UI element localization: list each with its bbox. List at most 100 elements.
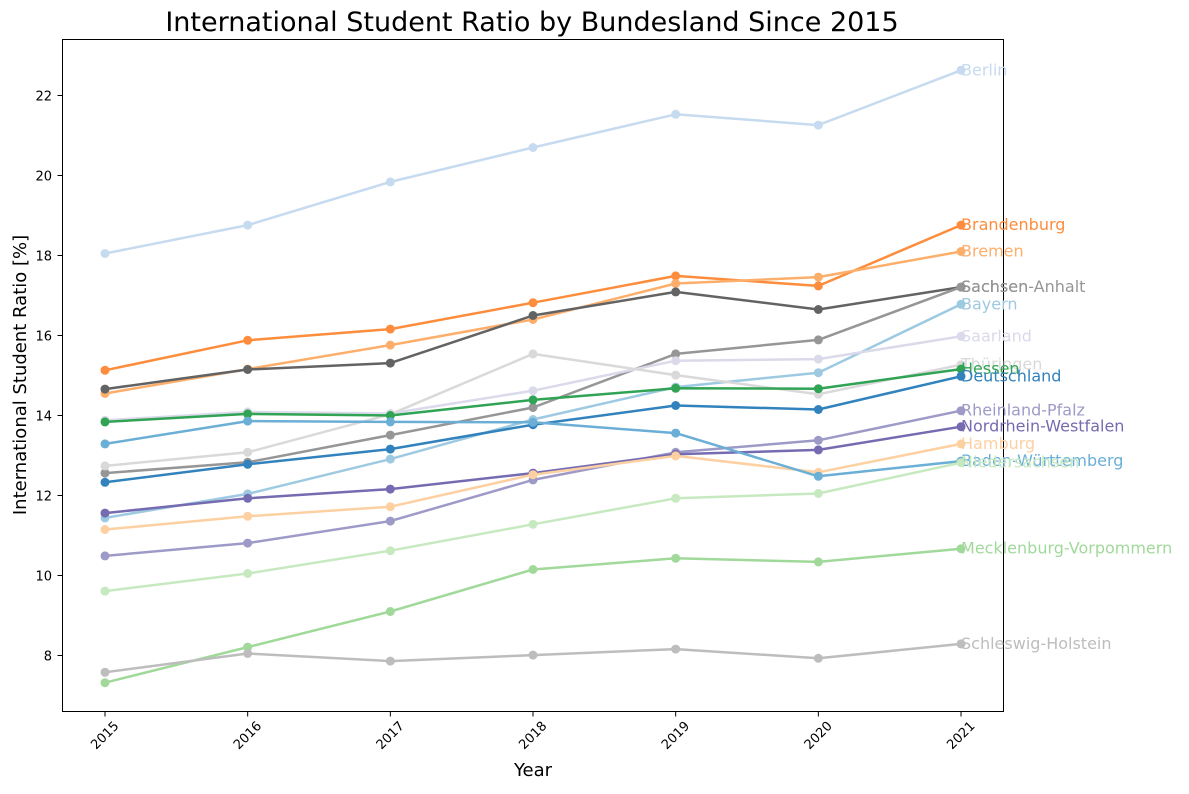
data-point [243, 220, 253, 230]
data-point [671, 428, 681, 438]
data-point [243, 493, 253, 503]
data-point [100, 586, 110, 596]
series-line-berlin [104, 69, 962, 255]
series-bremen [100, 247, 966, 398]
series-hessen [100, 364, 966, 427]
series-niedersachsen [100, 458, 966, 596]
data-point [671, 109, 681, 119]
series-berlin [100, 65, 966, 258]
data-point [813, 653, 823, 663]
y-tick-label: 12 [35, 490, 52, 505]
data-point [100, 384, 110, 394]
series-label-hamburg: Hamburg [961, 434, 1035, 453]
data-point [243, 511, 253, 521]
y-tick-label: 20 [35, 170, 52, 185]
data-point [671, 493, 681, 503]
data-point [813, 368, 823, 378]
data-point [813, 281, 823, 291]
data-point [956, 364, 966, 374]
data-point [813, 305, 823, 314]
data-point [385, 607, 395, 616]
series-schleswig-holstein [100, 639, 966, 677]
data-point [100, 667, 110, 677]
series-line-brandenburg [104, 223, 962, 372]
data-point [385, 430, 395, 440]
data-point [671, 287, 681, 297]
x-tick-label: 2021 [944, 719, 978, 753]
data-point [385, 324, 395, 334]
data-point [813, 435, 823, 445]
data-point [528, 143, 538, 152]
data-point [671, 553, 681, 563]
data-point [671, 279, 681, 288]
x-tick-label: 2016 [231, 719, 265, 753]
chart-title: International Student Ratio by Bundeslan… [165, 7, 898, 38]
data-point [956, 458, 966, 468]
data-point [243, 642, 253, 652]
y-tick-label: 22 [35, 90, 52, 105]
data-point [243, 365, 253, 374]
data-point [243, 459, 253, 469]
data-point [956, 331, 966, 341]
data-point [385, 656, 395, 666]
data-point [528, 311, 538, 320]
data-point [528, 565, 538, 574]
series-line-hamburg [104, 442, 962, 531]
data-point [385, 177, 395, 187]
data-point [528, 519, 538, 529]
series-label-sachsen: Sachsen [961, 277, 1028, 296]
series-label-berlin: Berlin [961, 60, 1007, 79]
data-point [385, 411, 395, 420]
x-tick-label: 2018 [516, 719, 550, 753]
data-point [100, 551, 110, 561]
data-point [385, 358, 395, 368]
series-label-nordrhein-westfalen: Nordrhein-Westfalen [961, 417, 1124, 436]
data-point [671, 356, 681, 366]
series-label-deutschland: Deutschland [961, 366, 1061, 385]
x-tick-label: 2020 [802, 719, 836, 753]
data-point [100, 468, 110, 478]
x-tick-label: 2017 [374, 719, 408, 753]
data-point [813, 489, 823, 498]
data-point [243, 538, 253, 548]
data-point [671, 349, 681, 359]
data-point [528, 298, 538, 308]
data-point [671, 401, 681, 410]
data-point [243, 409, 253, 419]
data-point [385, 546, 395, 556]
data-point [813, 384, 823, 394]
data-point [100, 508, 110, 518]
data-point [528, 417, 538, 427]
y-tick-label: 18 [35, 250, 52, 265]
series-mecklenburg-vorpommern [100, 544, 966, 688]
data-point [813, 335, 823, 345]
data-point [671, 370, 681, 380]
data-point [243, 447, 253, 457]
x-axis-label: Year [513, 760, 553, 781]
plot-area [100, 65, 966, 688]
series-label-niedersachsen: Niedersachsen [961, 453, 1079, 472]
series-label-mecklenburg-vorpommern: Mecklenburg-Vorpommern [961, 539, 1172, 558]
data-point [100, 678, 110, 688]
data-point [385, 484, 395, 494]
data-point [671, 644, 681, 654]
data-point [671, 383, 681, 393]
series-label-bremen: Bremen [961, 242, 1024, 261]
y-tick-label: 10 [35, 570, 52, 585]
data-point [528, 403, 538, 412]
y-tick-label: 14 [35, 410, 52, 425]
y-axis: 8 10 12 14 16 18 20 22 [35, 90, 63, 665]
data-point [956, 439, 966, 449]
y-tick-label: 8 [44, 650, 52, 665]
data-point [100, 477, 110, 487]
data-point [243, 416, 253, 426]
data-point [385, 444, 395, 454]
data-point [528, 470, 538, 480]
data-point [813, 557, 823, 567]
data-point [100, 417, 110, 427]
data-point [243, 569, 253, 578]
series-label-sachsen-anhalt: Sachsen-Anhalt [961, 277, 1085, 296]
series-label-rheinland-pfalz: Rheinland-Pfalz [961, 401, 1085, 420]
data-point [813, 354, 823, 364]
